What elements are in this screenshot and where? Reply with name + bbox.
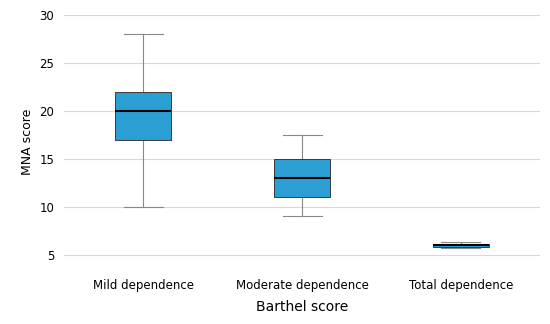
Bar — [274, 159, 330, 197]
Y-axis label: MNA score: MNA score — [21, 109, 34, 175]
Bar — [116, 92, 171, 140]
Bar — [433, 244, 488, 247]
X-axis label: Barthel score: Barthel score — [256, 300, 348, 314]
